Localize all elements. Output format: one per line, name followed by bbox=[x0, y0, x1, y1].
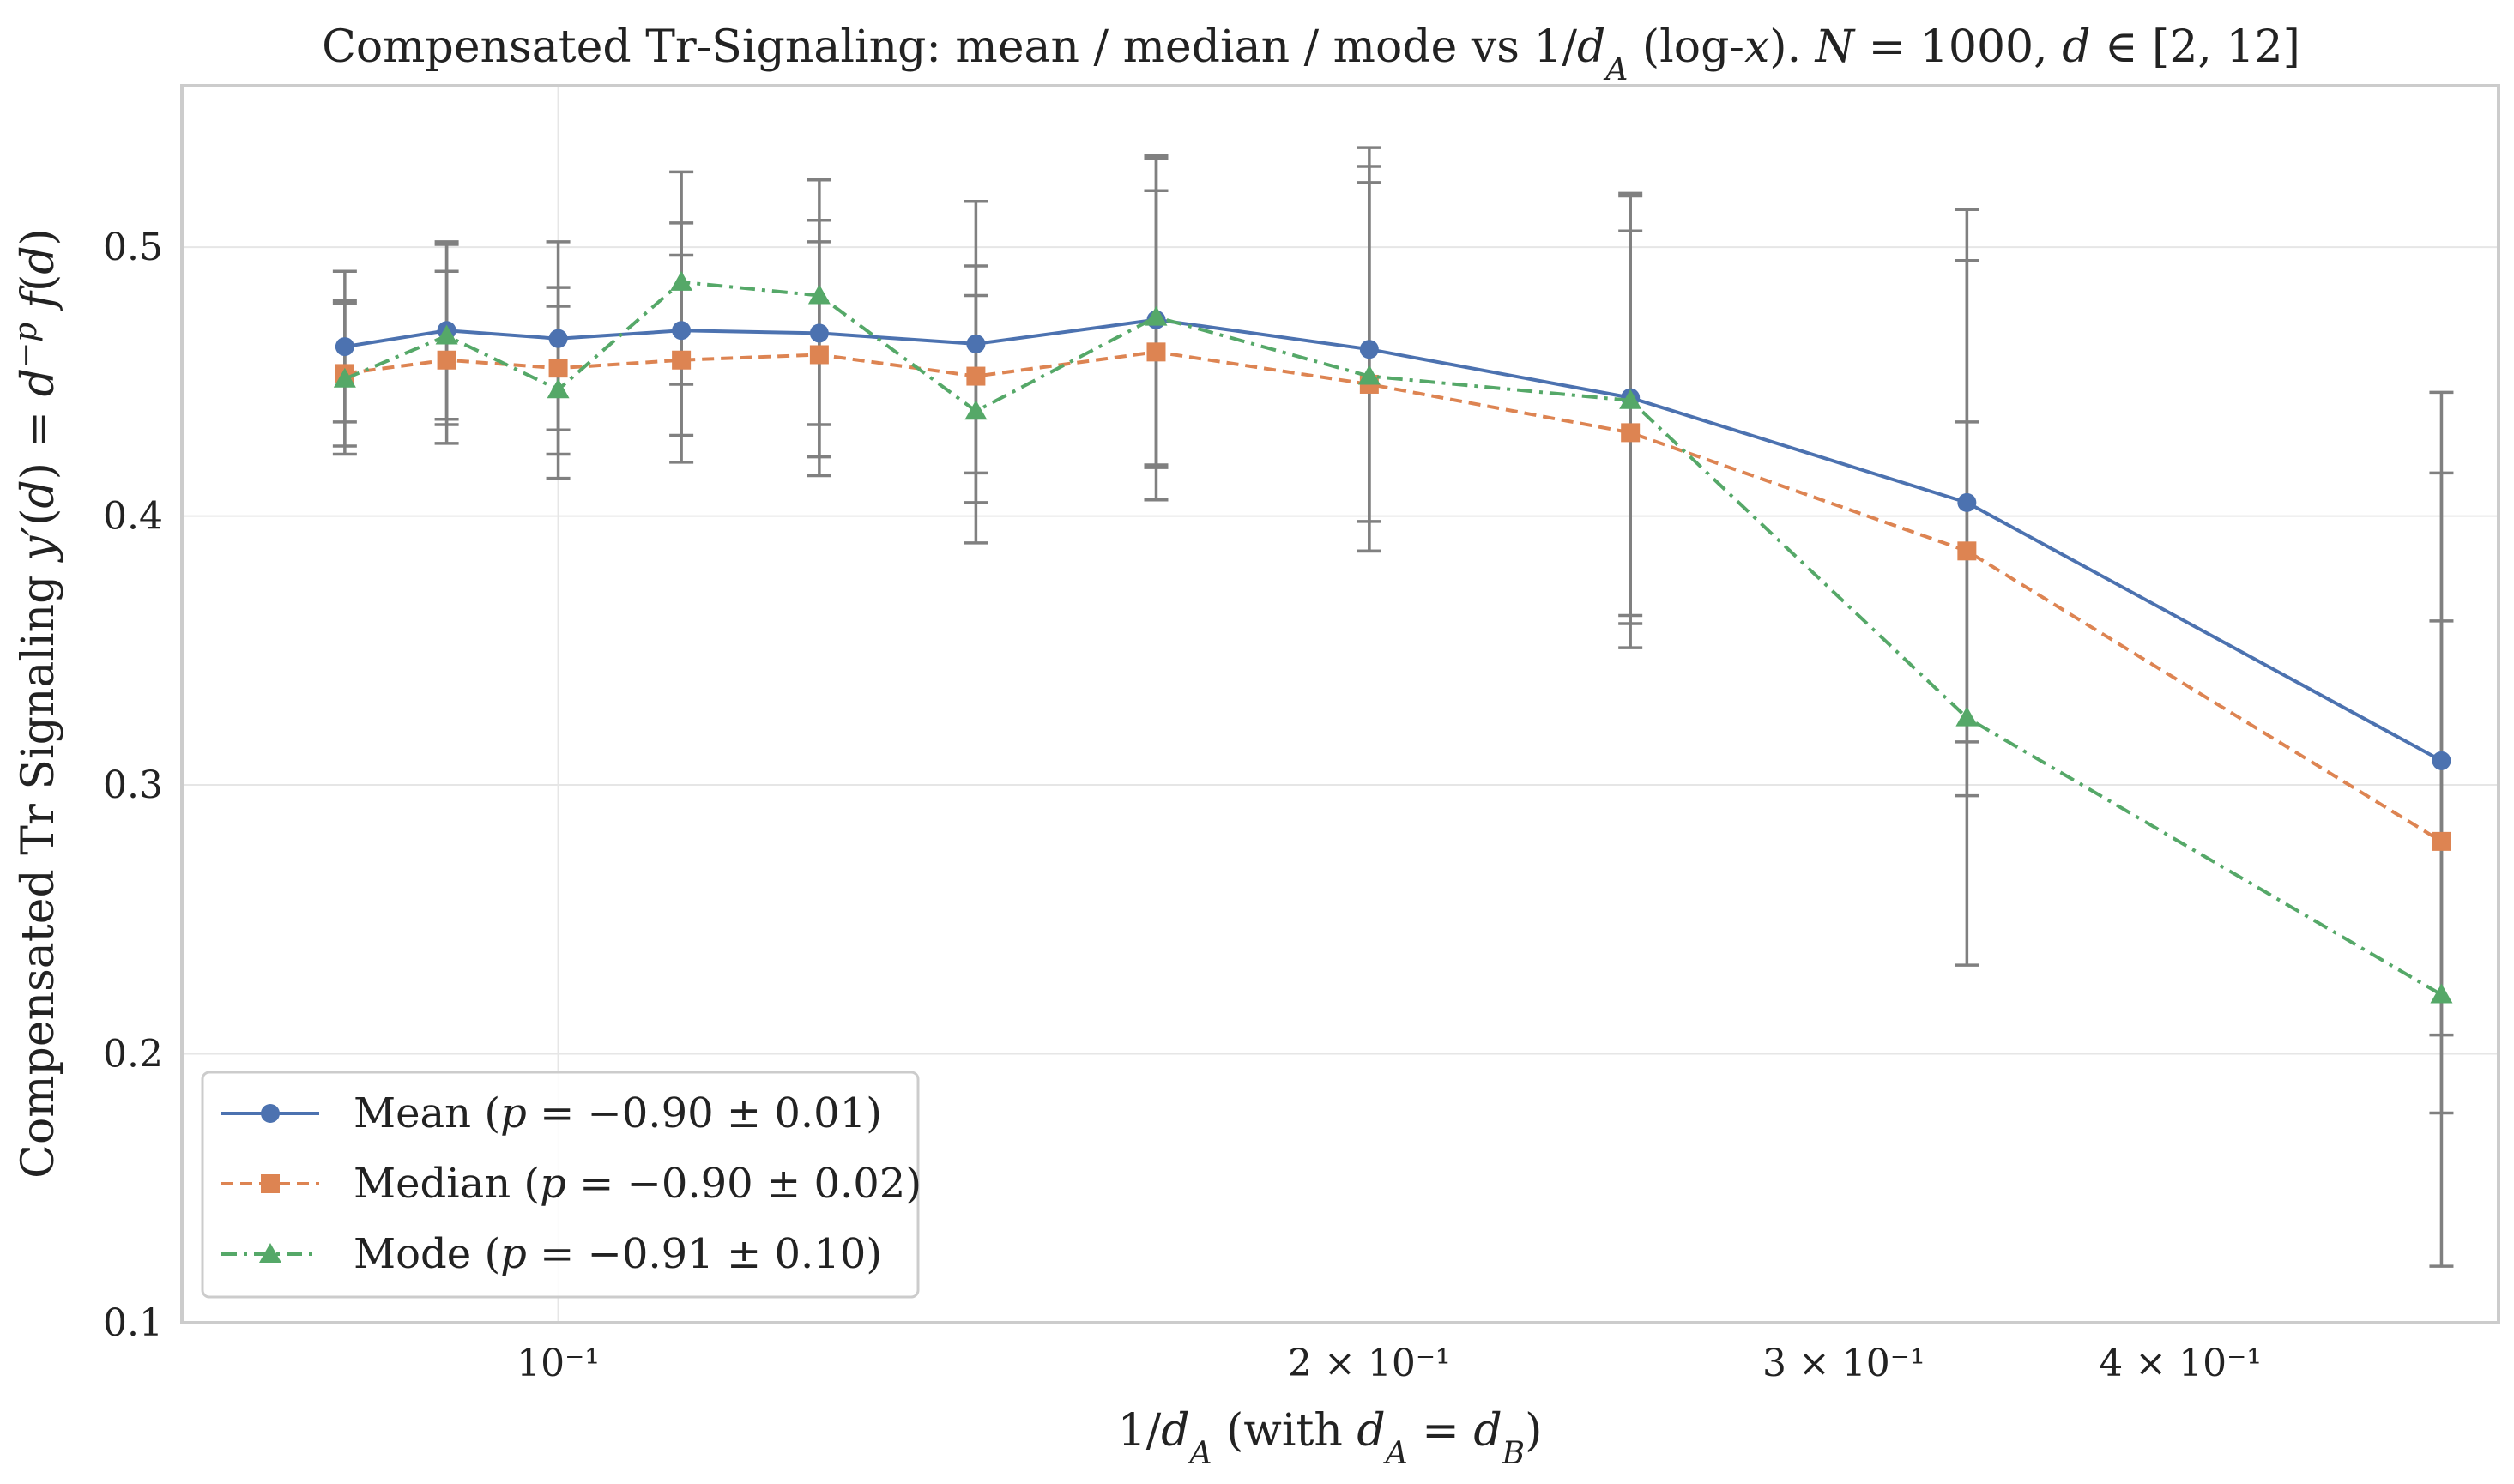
data-point bbox=[1957, 541, 1977, 561]
legend-label: Mean (p = −0.90 ± 0.01) bbox=[354, 1089, 882, 1137]
legend-label: Mode (p = −0.91 ± 0.10) bbox=[354, 1230, 882, 1278]
data-point bbox=[547, 378, 570, 399]
series-lines bbox=[333, 270, 2453, 1004]
plot-frame bbox=[180, 84, 2500, 1324]
x-tick-label: 10⁻¹ bbox=[517, 1342, 600, 1385]
data-point bbox=[2432, 831, 2451, 851]
data-point bbox=[809, 323, 829, 343]
data-point bbox=[809, 345, 829, 365]
x-tick-label: 3 × 10⁻¹ bbox=[1762, 1342, 1925, 1385]
series-line bbox=[344, 280, 2443, 997]
legend-marker bbox=[261, 1104, 280, 1123]
data-point bbox=[964, 400, 988, 420]
data-point bbox=[2430, 983, 2453, 1004]
x-axis-label: 1/dA (with dA = dB) bbox=[1118, 1405, 1543, 1471]
legend-entry: Mean (p = −0.90 ± 0.01) bbox=[221, 1089, 882, 1137]
legend-entry: Median (p = −0.90 ± 0.02) bbox=[221, 1160, 922, 1208]
y-tick-label: 0.5 bbox=[103, 226, 163, 269]
y-tick-label: 0.3 bbox=[103, 763, 163, 807]
x-tick-label: 4 × 10⁻¹ bbox=[2099, 1342, 2262, 1385]
legend: Mean (p = −0.90 ± 0.01) Median (p = −0.90… bbox=[201, 1071, 922, 1299]
series-square bbox=[335, 342, 2451, 851]
data-point bbox=[335, 337, 354, 357]
data-point bbox=[435, 324, 458, 345]
y-axis-label: Compensated Tr Signaling y′(d) = d−p f(d… bbox=[9, 228, 65, 1179]
data-point bbox=[670, 270, 693, 291]
legend-marker bbox=[261, 1174, 280, 1193]
data-point bbox=[437, 350, 456, 370]
legend-items: Mean (p = −0.90 ± 0.01) Median (p = −0.90… bbox=[221, 1089, 922, 1278]
series-line bbox=[344, 350, 2443, 843]
data-point bbox=[1955, 706, 1979, 727]
data-point bbox=[1357, 365, 1381, 385]
legend-label: Median (p = −0.90 ± 0.02) bbox=[354, 1160, 922, 1208]
legend-marker bbox=[259, 1243, 281, 1263]
tick-labels: 0.1 0.2 0.3 0.4 0.5 10⁻¹ 2 × 10⁻¹ 3 × 10⁻¹ 4 × 1… bbox=[103, 226, 2262, 1385]
x-tick-label: 2 × 10⁻¹ bbox=[1288, 1342, 1451, 1385]
data-point bbox=[2432, 751, 2451, 770]
data-point bbox=[548, 329, 568, 348]
y-tick-label: 0.2 bbox=[103, 1033, 163, 1077]
chart-title: Compensated Tr-Signaling: mean / median … bbox=[322, 21, 2300, 87]
series-triangle bbox=[333, 270, 2453, 1004]
series-line bbox=[344, 317, 2443, 763]
data-point bbox=[807, 284, 831, 305]
legend-entry: Mode (p = −0.91 ± 0.10) bbox=[221, 1230, 882, 1278]
data-point bbox=[966, 366, 986, 386]
legend-box bbox=[201, 1071, 920, 1299]
data-point bbox=[1146, 342, 1166, 362]
data-point bbox=[1621, 423, 1641, 443]
data-point bbox=[1619, 389, 1642, 409]
data-point bbox=[1145, 305, 1168, 326]
data-point bbox=[548, 359, 568, 378]
data-point bbox=[333, 367, 356, 388]
data-point bbox=[966, 334, 986, 353]
y-tick-label: 0.1 bbox=[103, 1301, 163, 1345]
data-point bbox=[672, 321, 692, 341]
y-tick-label: 0.4 bbox=[103, 495, 163, 539]
data-point bbox=[672, 350, 692, 370]
data-point bbox=[1359, 340, 1379, 359]
data-point bbox=[1957, 492, 1977, 512]
